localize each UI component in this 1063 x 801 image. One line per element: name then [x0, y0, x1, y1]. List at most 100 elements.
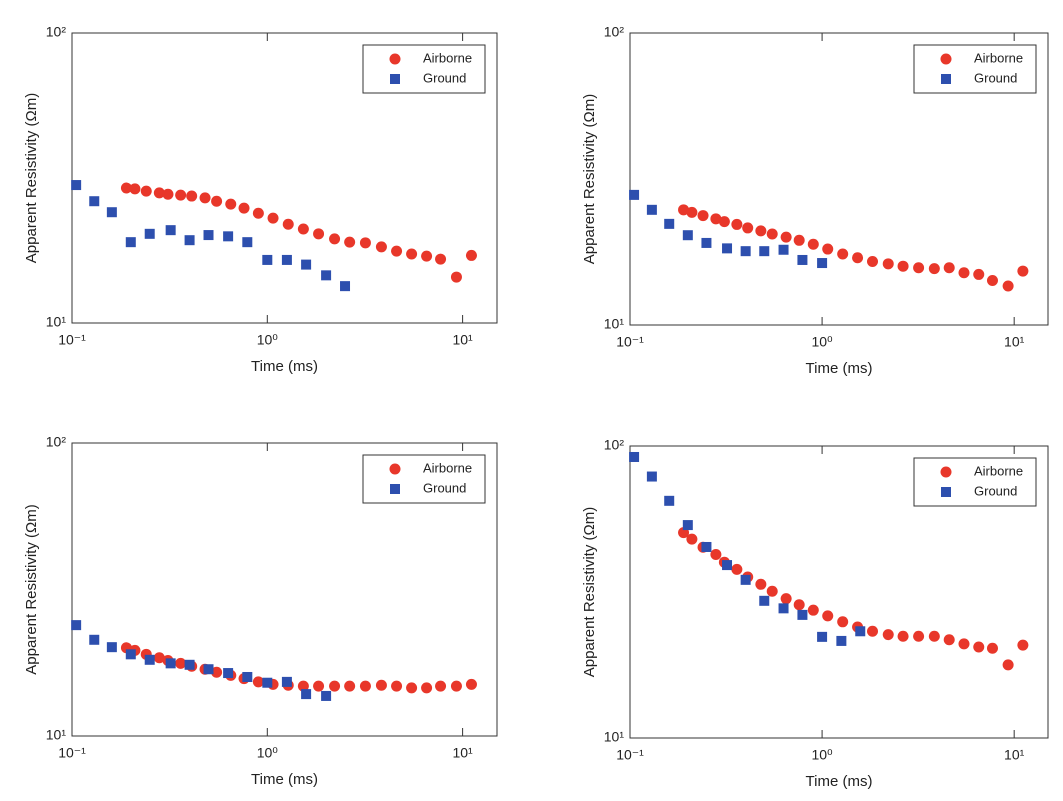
marker — [125, 237, 136, 248]
x-tick-label: 10⁰ — [257, 332, 279, 348]
marker — [184, 235, 195, 246]
marker — [199, 192, 211, 204]
marker — [301, 259, 312, 270]
y-axis-label: Apparent Resistivity (Ωm) — [581, 94, 598, 264]
marker — [793, 234, 805, 246]
marker — [943, 262, 955, 274]
x-tick-label: 10¹ — [1004, 747, 1025, 763]
marker — [1017, 639, 1029, 651]
marker — [780, 593, 792, 605]
marker — [913, 630, 925, 642]
marker — [629, 189, 640, 200]
marker — [722, 243, 733, 254]
marker — [165, 658, 176, 669]
marker — [301, 689, 312, 700]
marker — [629, 451, 640, 462]
marker — [986, 642, 998, 654]
marker — [740, 246, 751, 257]
chart-panel: 10⁻¹ 10⁰ 10¹ 10¹ 10² Time (ms) Apparent Resist… — [581, 24, 1049, 377]
marker — [252, 676, 264, 688]
x-axis-label: Time (ms) — [251, 358, 318, 375]
marker — [203, 230, 214, 241]
marker — [203, 664, 214, 675]
marker — [797, 254, 808, 265]
x-tick-label: 10⁻¹ — [616, 747, 644, 763]
x-tick-label: 10¹ — [452, 745, 473, 761]
marker — [755, 578, 767, 590]
y-tick-label: 10² — [46, 24, 67, 40]
marker — [780, 231, 792, 243]
marker — [882, 629, 894, 641]
marker — [329, 680, 341, 692]
marker — [855, 626, 866, 637]
legend-box — [362, 454, 486, 504]
marker — [678, 204, 690, 216]
marker — [867, 255, 879, 267]
marker — [852, 252, 864, 264]
x-tick-label: 10⁻¹ — [58, 745, 86, 761]
x-axis-label: Time (ms) — [806, 773, 873, 790]
marker — [710, 213, 722, 225]
chart-panel: 10⁻¹ 10⁰ 10¹ 10¹ 10² Time (ms) Apparent Resist… — [23, 434, 498, 788]
marker — [375, 241, 387, 253]
y-tick-label: 10¹ — [46, 727, 67, 743]
marker — [822, 610, 834, 622]
x-tick-label: 10⁰ — [811, 747, 833, 763]
marker — [153, 187, 165, 199]
x-tick-label: 10⁰ — [811, 334, 833, 350]
marker — [162, 188, 174, 200]
x-axis-label: Time (ms) — [251, 771, 318, 788]
marker — [897, 630, 909, 642]
marker — [837, 248, 849, 260]
marker — [391, 245, 403, 257]
y-tick-label: 10² — [604, 437, 625, 453]
y-axis-label: Apparent Resistivity (Ωm) — [581, 507, 598, 677]
legend-marker — [940, 466, 952, 478]
marker — [282, 218, 294, 230]
plot-frame — [71, 32, 498, 324]
marker — [701, 237, 712, 248]
marker — [344, 236, 356, 248]
marker — [175, 189, 187, 201]
marker — [153, 652, 165, 664]
marker — [837, 616, 849, 628]
marker — [89, 196, 100, 207]
marker — [313, 228, 325, 240]
marker — [697, 210, 709, 222]
plot-frame — [71, 442, 498, 737]
legend-label: Airborne — [423, 460, 472, 475]
marker — [106, 207, 117, 218]
plot-frame — [629, 32, 1049, 326]
marker — [740, 574, 751, 585]
marker — [731, 218, 743, 230]
y-axis-label: Apparent Resistivity (Ωm) — [23, 93, 40, 263]
marker — [797, 609, 808, 620]
marker — [340, 281, 351, 292]
marker — [759, 595, 770, 606]
marker — [125, 649, 136, 660]
marker — [742, 222, 754, 234]
marker — [465, 249, 477, 261]
marker — [281, 254, 292, 265]
marker — [766, 228, 778, 240]
marker — [731, 563, 743, 575]
marker — [329, 233, 341, 245]
legend-label: Ground — [974, 483, 1017, 498]
marker — [165, 225, 176, 236]
marker — [897, 260, 909, 272]
marker — [71, 180, 82, 191]
marker — [321, 270, 332, 281]
legend-label: Airborne — [423, 50, 472, 65]
y-tick-label: 10¹ — [46, 314, 67, 330]
marker — [391, 680, 403, 692]
marker — [1017, 265, 1029, 277]
marker — [242, 671, 253, 682]
marker — [836, 635, 847, 646]
marker — [793, 599, 805, 611]
marker — [321, 690, 332, 701]
marker — [867, 625, 879, 637]
legend-box — [913, 457, 1037, 507]
marker — [375, 679, 387, 691]
marker — [986, 275, 998, 287]
